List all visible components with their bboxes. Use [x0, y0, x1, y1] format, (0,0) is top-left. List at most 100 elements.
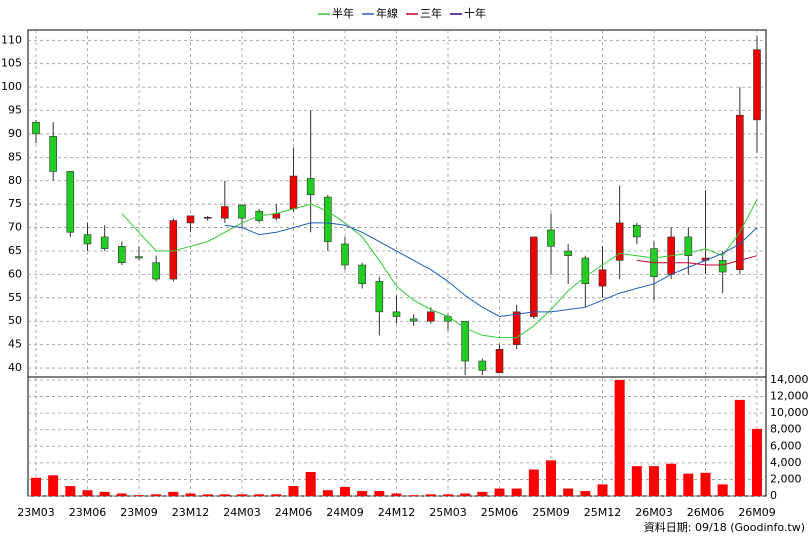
volume-bar	[374, 491, 385, 496]
volume-bar	[511, 488, 522, 496]
candle-body	[684, 236, 693, 256]
legend: 半年 年線 三年 十年	[318, 6, 486, 20]
legend-label: 三年	[420, 6, 442, 20]
volume-bar	[340, 486, 350, 496]
candle-body	[444, 316, 452, 322]
volume-bar	[31, 477, 41, 496]
x-tick-label: 24M03	[223, 506, 261, 519]
candle-body	[512, 311, 521, 345]
volume-bar	[305, 471, 316, 496]
volume-tick-label: 2,000	[770, 472, 802, 485]
volume-bar	[649, 466, 659, 496]
volume-bar	[48, 475, 59, 496]
volume-tick-label: 4,000	[770, 456, 802, 469]
x-tick-label: 25M06	[481, 506, 519, 519]
volume-bar	[99, 491, 110, 496]
legend-label: 十年	[464, 6, 486, 20]
y-tick-label: 45	[8, 338, 22, 351]
volume-bar	[494, 488, 505, 496]
y-tick-label: 90	[8, 127, 22, 140]
volume-tick-label: 12,000	[770, 390, 808, 403]
volume-bar	[219, 494, 230, 496]
candle-body	[324, 196, 332, 242]
candle-body	[358, 264, 366, 285]
candle-body	[598, 269, 607, 287]
volume-bar	[116, 493, 127, 496]
volume-bar	[237, 494, 247, 496]
candle-body	[238, 204, 246, 219]
candle-body	[753, 49, 761, 121]
candle-body	[495, 349, 504, 374]
candle-body	[409, 318, 418, 322]
volume-bar	[597, 484, 608, 496]
candle-body	[221, 206, 229, 219]
candle-body	[66, 171, 75, 233]
volume-bar	[357, 491, 368, 496]
volume-bar	[168, 491, 179, 496]
volume-tick-label: 8,000	[770, 423, 802, 436]
x-tick-label: 23M09	[120, 506, 158, 519]
volume-bar	[717, 484, 728, 496]
volume-bar	[666, 463, 677, 496]
ma-line	[121, 199, 758, 339]
volume-bar	[151, 494, 162, 496]
candle-body	[581, 257, 590, 285]
volume-bar	[271, 494, 282, 496]
volume-bar	[185, 493, 196, 496]
candle-body	[32, 121, 40, 135]
y-tick-label: 110	[1, 33, 22, 46]
volume-bar	[425, 494, 436, 496]
volume-bar	[82, 490, 93, 496]
volume-bar	[134, 495, 144, 496]
candle-body	[341, 243, 349, 266]
x-tick-label: 26M03	[635, 506, 673, 519]
x-tick-label: 23M06	[69, 506, 107, 519]
y-tick-label: 105	[1, 57, 22, 70]
ma-line	[636, 255, 758, 266]
y-tick-label: 70	[8, 221, 22, 234]
candle-body	[718, 260, 727, 273]
x-tick-label: 25M09	[532, 506, 570, 519]
source-note: 資料日期: 09/18 (Goodinfo.tw)	[644, 520, 805, 534]
volume-tick-label: 0	[770, 489, 777, 502]
volume-bar	[546, 460, 556, 496]
volume-bar	[580, 491, 591, 496]
volume-bar	[408, 495, 419, 496]
x-tick-label: 26M06	[687, 506, 725, 519]
candle-body	[530, 236, 538, 317]
x-tick-label: 23M12	[172, 506, 210, 519]
x-tick-label: 25M03	[429, 506, 467, 519]
candle-body	[203, 216, 212, 219]
x-tick-label: 24M06	[275, 506, 313, 519]
candle-body	[152, 262, 160, 280]
volume-tick-label: 14,000	[770, 373, 808, 386]
y-tick-label: 100	[1, 80, 22, 93]
candle-body	[100, 236, 109, 249]
y-tick-label: 60	[8, 267, 22, 280]
volume-bar	[322, 490, 333, 496]
volume-bar	[202, 494, 213, 496]
candle-body	[392, 311, 401, 317]
volume-tick-label: 10,000	[770, 406, 808, 419]
candle-body	[633, 224, 641, 238]
candle-body	[83, 234, 92, 245]
y-tick-label: 65	[8, 244, 22, 257]
volume-bar	[391, 493, 402, 496]
legend-label: 年線	[376, 6, 398, 20]
candle-body	[547, 229, 555, 247]
y-tick-label: 40	[8, 361, 22, 374]
volume-bar	[254, 494, 265, 496]
x-tick-label: 24M12	[378, 506, 416, 519]
volume-bar	[460, 493, 471, 496]
volume-bar	[528, 469, 539, 496]
ma-line	[224, 222, 758, 318]
candle-body	[461, 320, 469, 362]
candle-body	[427, 311, 435, 322]
x-tick-label: 24M09	[326, 506, 364, 519]
candle-body	[49, 135, 57, 172]
y-tick-label: 50	[8, 314, 22, 327]
candle-body	[135, 256, 143, 259]
y-tick-label: 95	[8, 104, 22, 117]
volume-bar	[734, 399, 745, 496]
volume-bar	[683, 473, 694, 496]
